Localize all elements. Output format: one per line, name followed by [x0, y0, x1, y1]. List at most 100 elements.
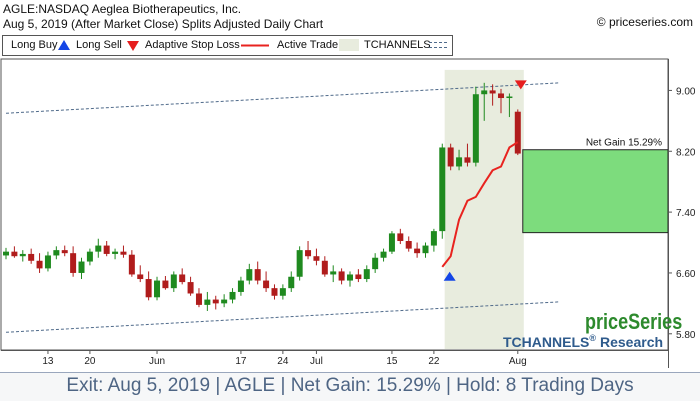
chart-subtitle: Aug 5, 2019 (After Market Close) Splits …: [3, 17, 324, 31]
candle: [397, 228, 404, 245]
candle: [472, 86, 479, 167]
candle-body: [355, 274, 362, 280]
candle: [145, 271, 152, 301]
candle: [263, 271, 270, 292]
candle: [212, 295, 219, 310]
candle-body: [288, 276, 295, 289]
candle: [204, 291, 211, 311]
candle: [170, 271, 177, 292]
x-tick-label: 13: [42, 356, 54, 367]
stop-line-swatch: [241, 44, 269, 47]
candle-body: [472, 94, 479, 163]
candle-body: [279, 288, 286, 296]
candle-body: [296, 250, 303, 277]
candle: [355, 269, 362, 283]
candle-body: [254, 269, 261, 281]
y-tick-label: 7.40: [676, 208, 696, 219]
candle-body: [380, 251, 387, 258]
candle: [388, 231, 395, 254]
candle-body: [338, 271, 345, 281]
adaptive-stop-line: [441, 141, 519, 268]
candle: [120, 245, 127, 258]
candle: [305, 241, 312, 260]
candle-body: [397, 233, 404, 242]
candle-body: [170, 274, 177, 289]
candle: [464, 143, 471, 167]
candle: [3, 247, 9, 260]
candle: [498, 88, 505, 114]
candle: [330, 265, 337, 283]
y-tick-label: 9.00: [676, 86, 696, 97]
candle-body: [405, 241, 412, 249]
candle-body: [447, 147, 454, 167]
candle-body: [28, 253, 35, 261]
brand-logo: priceSeries: [585, 310, 682, 334]
candle-body: [44, 255, 51, 269]
candle: [11, 246, 18, 258]
candle: [103, 241, 110, 257]
candle-body: [103, 245, 110, 254]
candle-body: [86, 251, 93, 262]
candle: [229, 288, 236, 304]
buy-signal-arrow: [443, 271, 456, 281]
candle-body: [95, 245, 102, 252]
candle: [279, 284, 286, 300]
candle-body: [464, 157, 471, 163]
candle-body: [36, 260, 43, 269]
candle: [162, 275, 169, 290]
candle-body: [321, 260, 328, 275]
candle: [61, 245, 68, 257]
x-tick-label: 15: [386, 356, 398, 367]
candle: [53, 246, 60, 260]
candle-body: [212, 299, 219, 304]
candle: [346, 271, 353, 287]
candle-body: [498, 93, 505, 99]
candle-body: [430, 231, 437, 246]
candle-body: [61, 250, 68, 254]
candle: [405, 236, 412, 252]
candle: [179, 268, 186, 285]
x-tick-label: Jun: [149, 356, 165, 367]
candle: [372, 253, 379, 273]
candle-body: [481, 90, 488, 95]
candle: [246, 263, 253, 285]
candle-body: [330, 271, 337, 275]
candle: [456, 149, 463, 171]
candle: [19, 250, 26, 262]
candle-body: [137, 274, 144, 280]
trade-summary-footer: Exit: Aug 5, 2019 | AGLE | Net Gain: 15.…: [0, 372, 700, 401]
candle-body: [506, 96, 513, 99]
candle: [296, 246, 303, 281]
candle: [86, 248, 93, 266]
x-tick-label: 24: [277, 356, 289, 367]
candle-body: [221, 299, 228, 304]
research-label: TCHANNELS® Research: [503, 333, 663, 350]
candle-body: [128, 254, 135, 275]
candle: [78, 257, 85, 280]
candle: [313, 248, 320, 266]
channel-lower-line: [5, 301, 560, 333]
candle: [506, 93, 513, 118]
legend-long-sell-label: Long Sell: [76, 39, 122, 51]
candle-body: [195, 293, 202, 305]
y-tick-label: 6.60: [676, 269, 696, 280]
candle-body: [372, 257, 379, 270]
candle-body: [145, 279, 152, 298]
candle: [288, 271, 295, 292]
candle: [254, 261, 261, 285]
candle-body: [3, 251, 9, 256]
candle: [414, 242, 421, 258]
candle-body: [414, 248, 421, 254]
candle: [363, 265, 370, 283]
candle: [271, 284, 278, 300]
candle-body: [162, 280, 169, 289]
candle: [44, 251, 51, 272]
sell-signal-arrow: [514, 80, 527, 90]
candle: [137, 265, 144, 283]
x-tick-label: 22: [428, 356, 440, 367]
net-gain-label: Net Gain 15.29%: [586, 138, 662, 149]
sell-arrow-icon: [127, 41, 139, 51]
candle-body: [363, 269, 370, 280]
channel-upper-line: [5, 82, 560, 114]
candle-body: [489, 90, 496, 94]
